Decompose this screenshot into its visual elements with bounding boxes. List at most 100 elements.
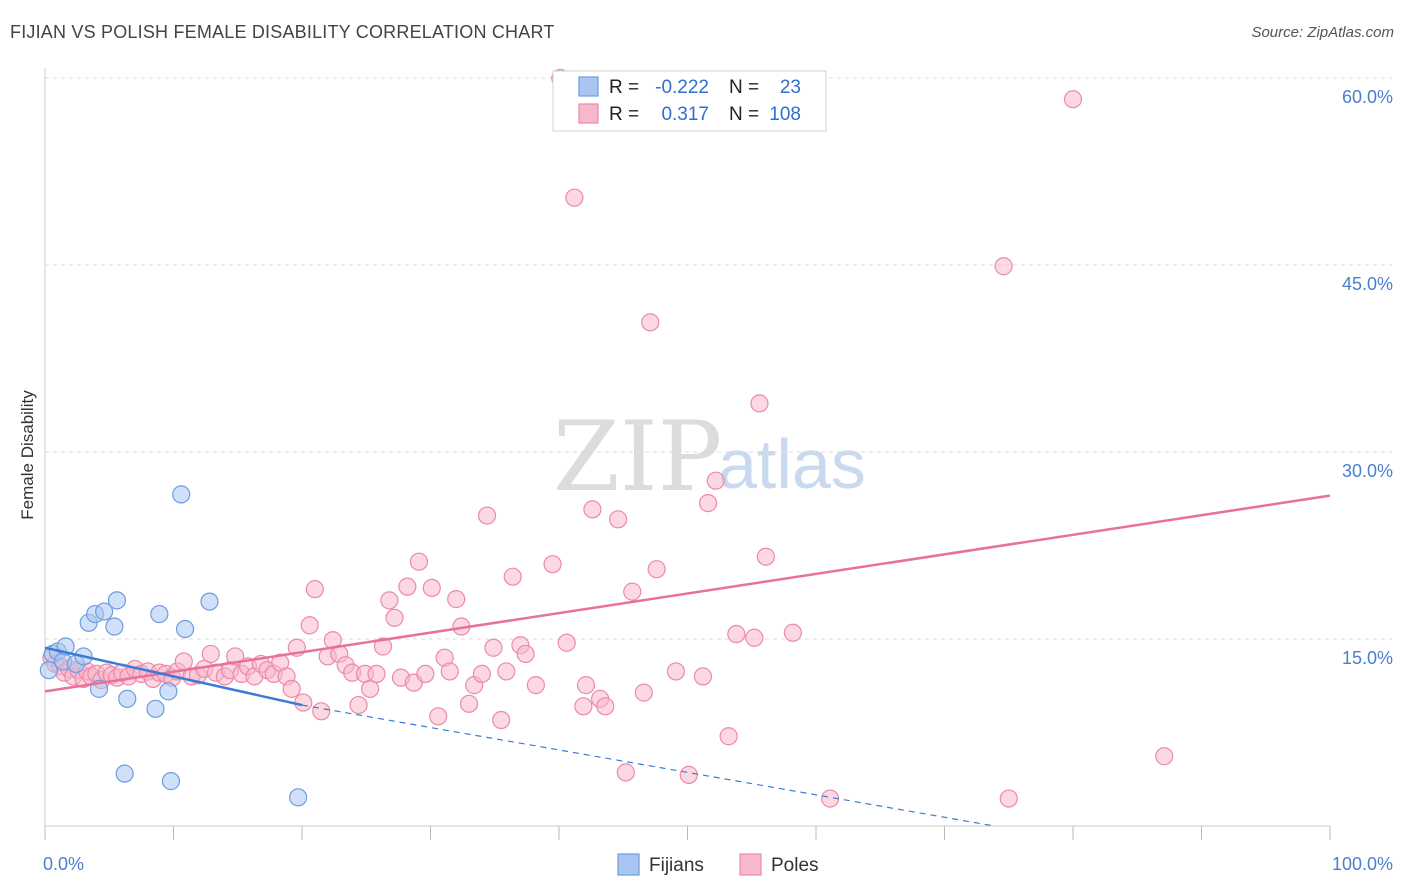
poles-point: [666, 662, 686, 681]
poles-point: [679, 765, 698, 784]
legend-r-value-fijians: -0.222: [655, 77, 709, 98]
legend-n-label-fijians: N =: [729, 77, 759, 98]
poles-point: [756, 547, 775, 566]
poles-point: [373, 637, 393, 656]
poles-point: [634, 683, 653, 702]
y-tick-label: 15.0%: [1342, 648, 1393, 668]
y-axis-label: Female Disability: [18, 390, 37, 520]
fijians-point: [146, 699, 165, 718]
legend-r-value-poles: 0.317: [661, 104, 709, 125]
fijians-trend-line: [44, 646, 303, 707]
poles-point: [416, 664, 435, 684]
poles-point: [574, 697, 593, 716]
fijians-point: [118, 689, 137, 708]
poles-point: [440, 662, 459, 681]
poles-point: [447, 590, 466, 609]
poles-point: [174, 652, 193, 671]
poles-point: [380, 591, 399, 610]
poles-point: [398, 577, 417, 596]
bottom-legend-fijians: Fijians: [649, 855, 704, 876]
poles-point: [557, 633, 576, 652]
y-tick-label: 30.0%: [1342, 461, 1393, 481]
poles-point: [361, 679, 380, 698]
grid: [45, 77, 1392, 640]
fijians-point: [95, 602, 114, 621]
poles-point: [282, 679, 301, 698]
poles-point: [367, 664, 386, 684]
y-tick-labels: 15.0% 30.0% 45.0% 60.0%: [1342, 87, 1393, 668]
poles-point: [1063, 90, 1083, 109]
poles-point: [1155, 747, 1174, 766]
correlation-legend: R = -0.222 N = 23 R = 0.317 N = 108: [552, 70, 827, 132]
poles-point: [543, 555, 562, 574]
poles-point: [623, 582, 642, 601]
watermark-atlas: atlas: [718, 425, 866, 503]
poles-point: [706, 471, 725, 490]
fijians-point: [115, 764, 134, 783]
legend-n-label-poles: N =: [729, 104, 759, 125]
poles-point: [994, 257, 1013, 276]
poles-point: [429, 707, 448, 726]
poles-point: [576, 676, 596, 695]
legend-n-value-fijians: 23: [780, 77, 801, 98]
poles-point: [647, 560, 666, 579]
poles-point: [349, 695, 368, 715]
watermark-zip: ZIP: [553, 401, 722, 513]
poles-point: [783, 623, 802, 642]
poles-point: [565, 188, 584, 207]
poles-point: [472, 664, 491, 684]
bottom-legend-swatch-poles: [739, 853, 762, 876]
poles-point: [422, 578, 441, 597]
fijians-points: [39, 485, 308, 807]
fijians-point: [105, 617, 124, 636]
legend-n-value-poles: 108: [769, 104, 801, 125]
poles-point: [745, 628, 764, 647]
series-legend: Fijians Poles: [617, 853, 819, 876]
poles-point: [609, 510, 628, 529]
poles-point: [459, 694, 479, 713]
poles-point: [305, 580, 324, 599]
legend-swatch-poles: [578, 103, 599, 124]
poles-point: [497, 662, 516, 681]
legend-swatch-fijians: [578, 76, 599, 97]
poles-point: [385, 608, 404, 627]
poles-point: [727, 624, 746, 644]
trend-lines: [44, 494, 1331, 827]
bottom-legend-swatch-fijians: [617, 853, 640, 876]
watermark: ZIP atlas: [553, 401, 866, 513]
legend-r-label-poles: R =: [609, 104, 639, 125]
x-tick-label-min: 0.0%: [43, 854, 84, 874]
poles-point: [409, 552, 429, 571]
poles-point: [201, 644, 220, 664]
poles-point: [526, 676, 545, 695]
poles-point: [294, 693, 313, 712]
poles-point: [312, 702, 331, 721]
poles-point: [750, 394, 769, 413]
poles-point: [719, 727, 738, 746]
fijians-trend-line-extension: [301, 704, 995, 827]
fijians-point: [175, 619, 195, 639]
poles-point: [596, 697, 615, 716]
x-tick-label-max: 100.0%: [1332, 854, 1393, 874]
legend-r-label-fijians: R =: [609, 77, 639, 98]
fijians-point: [161, 772, 181, 791]
fijians-point: [289, 788, 308, 807]
poles-point: [477, 506, 497, 525]
fijians-point: [172, 485, 191, 504]
poles-trend-line: [44, 494, 1331, 693]
poles-point: [698, 494, 718, 513]
fijians-point: [159, 682, 178, 701]
fijians-point: [150, 604, 169, 624]
poles-point: [583, 500, 602, 519]
poles-point: [516, 644, 535, 664]
x-ticks: [44, 826, 1331, 840]
poles-points: [42, 68, 1174, 808]
poles-point: [641, 313, 660, 332]
y-tick-label: 60.0%: [1342, 87, 1393, 107]
poles-point: [616, 763, 635, 782]
poles-point: [503, 567, 522, 586]
y-tick-label: 45.0%: [1342, 274, 1393, 294]
poles-point: [492, 710, 511, 730]
poles-point: [693, 667, 713, 686]
